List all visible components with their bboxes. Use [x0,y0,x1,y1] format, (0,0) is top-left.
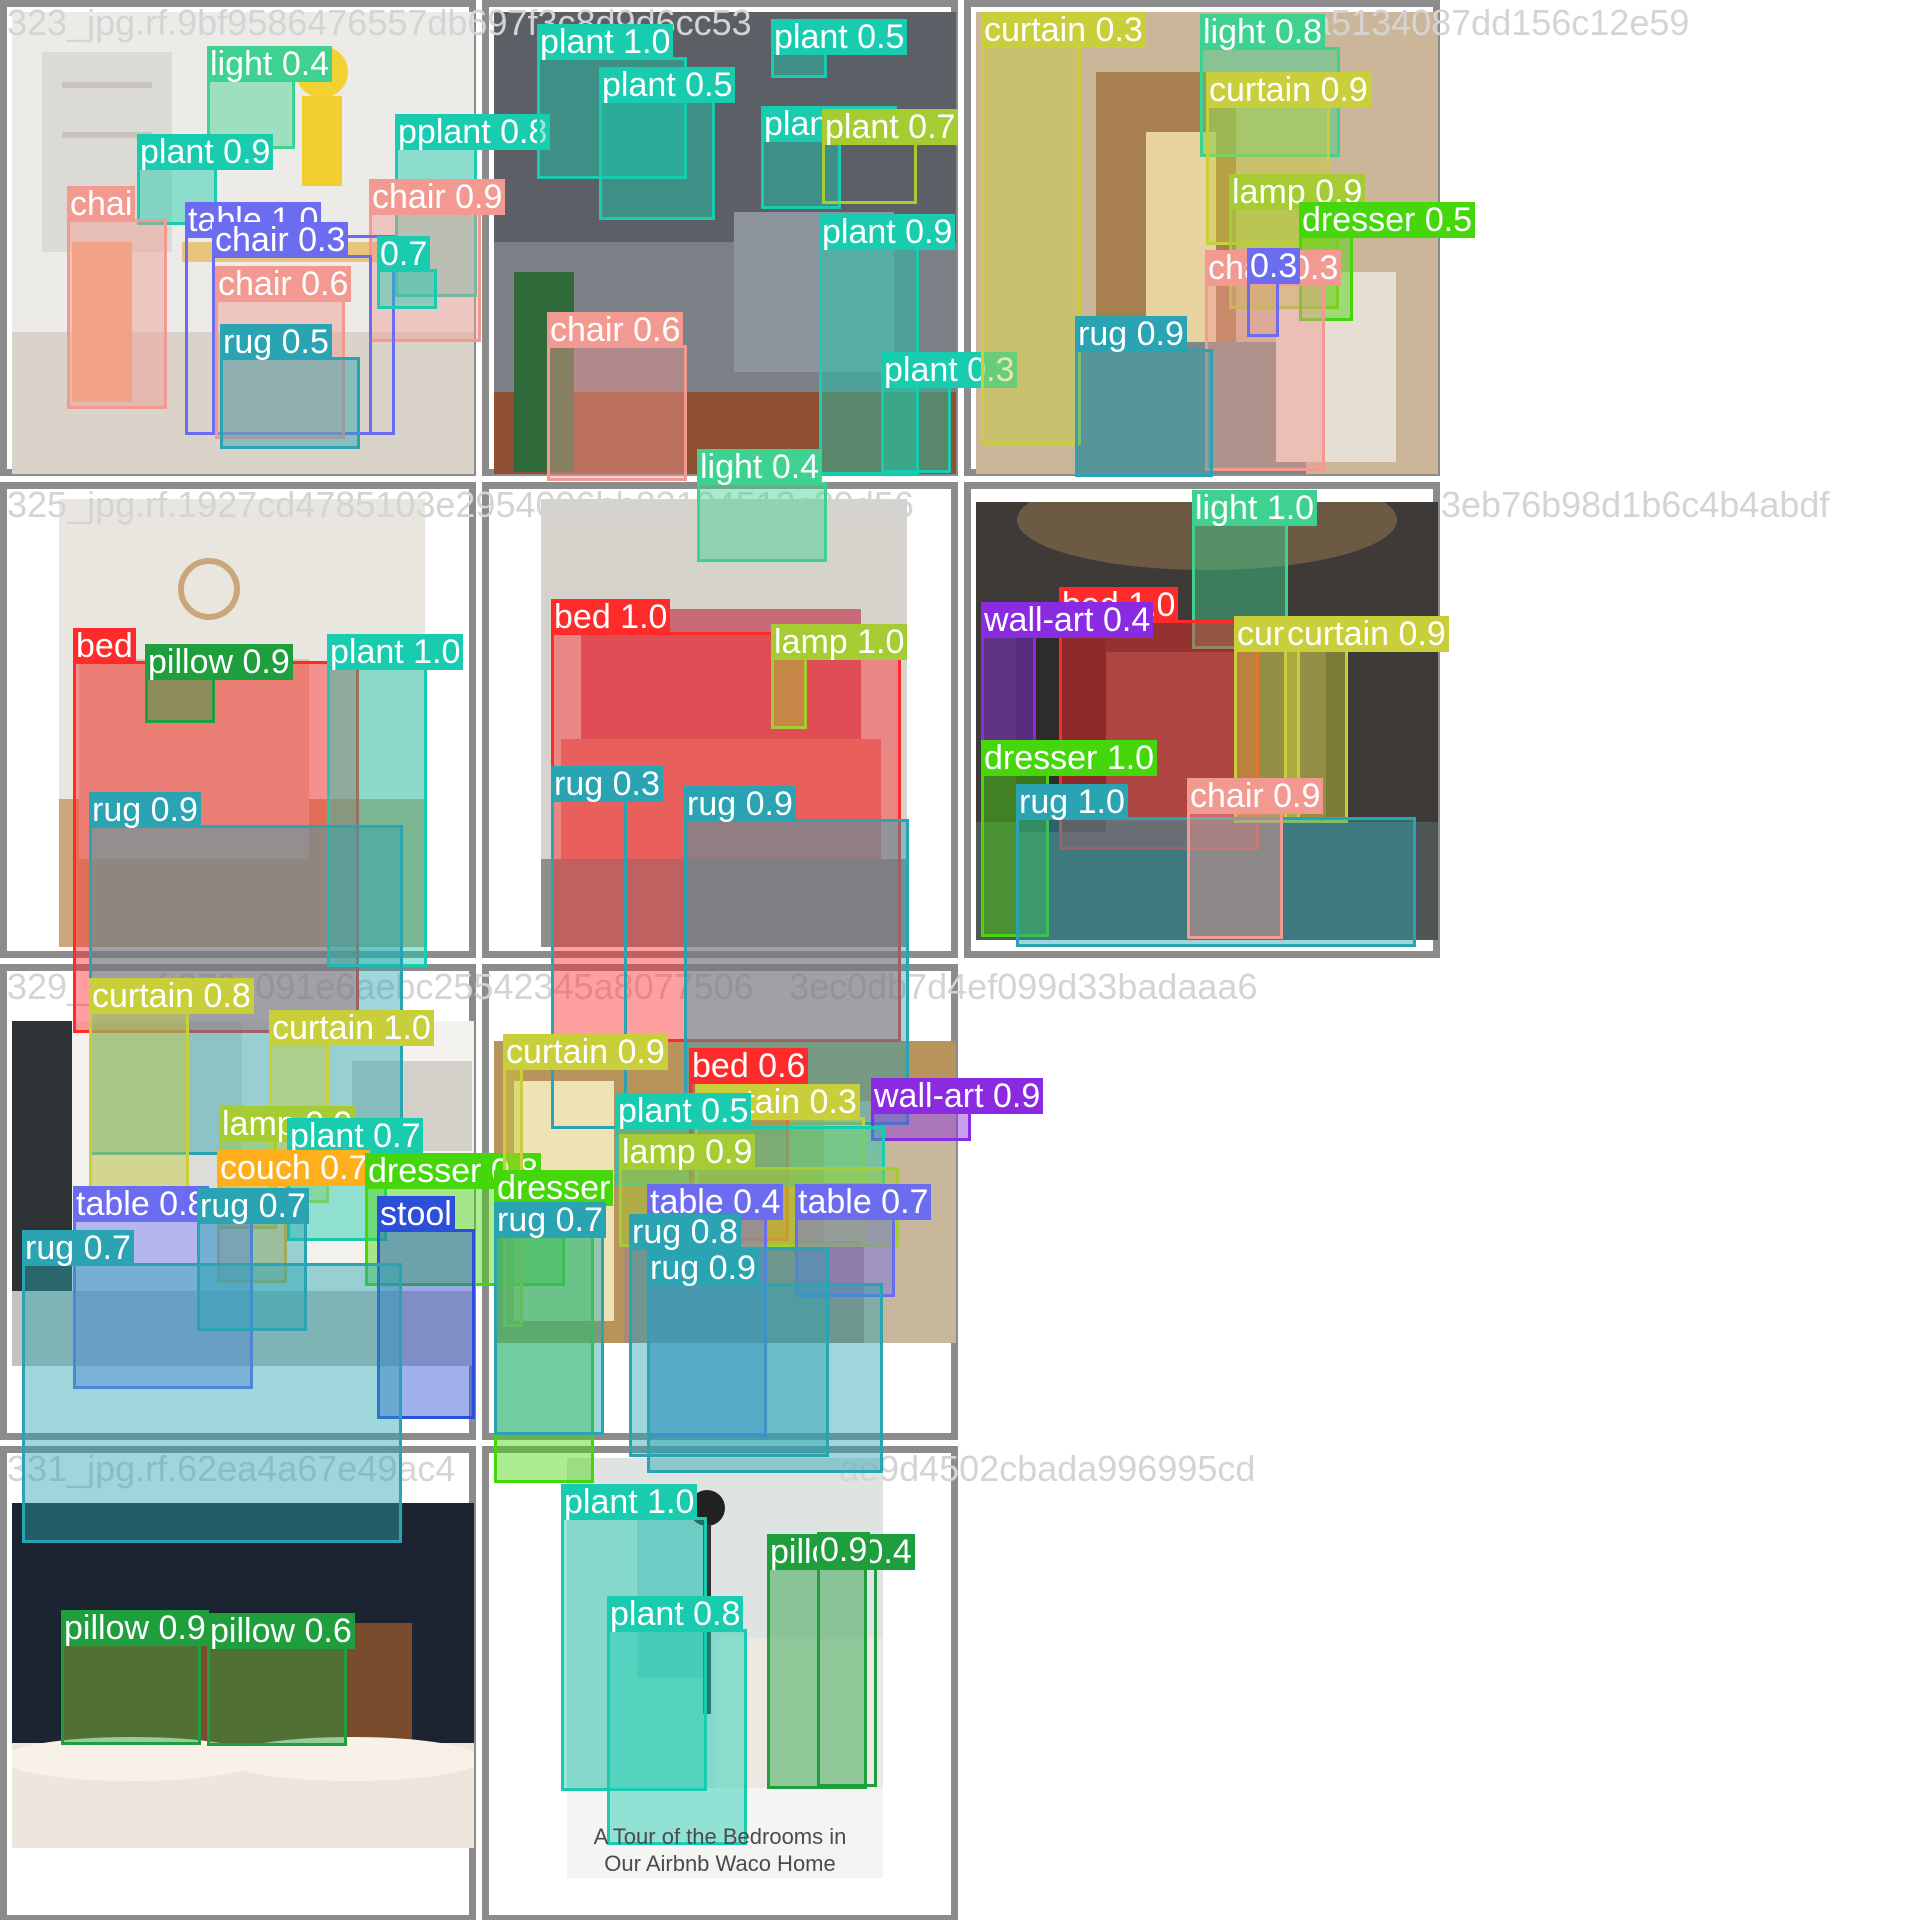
detection-box-chair: chair 0.6 [547,312,687,481]
detection-box-pillow: pillow 0.9 [145,644,293,723]
detection-label: lamp 1.0 [771,624,908,660]
detection-label: curtain 1.0 [269,1010,434,1046]
detection-box-table: chair 0.3 [212,222,372,435]
detection-label: curtain 0.9 [1284,616,1449,652]
detection-label: plant 1.0 [537,24,674,60]
detection-label: lamp 0.9 [619,1134,756,1170]
detection-label: light 0.8 [1200,14,1326,50]
detection-label: plant 0.8 [607,1596,744,1632]
detection-label: light 0.4 [207,46,333,82]
detection-label: bed [73,628,136,664]
detection-label: 0.9 [817,1532,871,1568]
detection-label: table 1.0 [185,202,322,238]
detection-box-rug: rug 0.7 [494,1202,606,1435]
detection-box-plant: 0.7 [377,236,437,309]
image-filename: ae9d4502cbada996995cd [839,1448,1256,1489]
detection-box-rug: rug 0.5 [220,324,360,449]
detection-box-rug: rug 0.3 [551,766,663,1129]
detection-label: pillow 0.6 [207,1613,355,1649]
detection-box-chair: chai [67,186,167,409]
pin-caption-line: A Tour of the Bedrooms in [593,1824,847,1849]
detection-label: rug 0.9 [647,1250,759,1286]
detection-label: wall-art 0.9 [871,1078,1044,1114]
detection-label: curtain 0.9 [1206,72,1371,108]
detection-label: rug 0.7 [197,1188,309,1224]
detection-label: rug 0.9 [684,786,796,822]
detection-label: light 0.4 [697,449,823,485]
detection-label: plant 0.5 [615,1093,752,1129]
detection-box-pillow: pillow 0.9 [61,1610,209,1745]
detection-label: table 0.8 [73,1186,210,1222]
result-tile: A Tour of the Bedrooms in Our Airbnb Waco… [482,1446,1255,1920]
detection-box-rug: rug 0.9 [647,1250,883,1473]
detection-label: wall-art 0.4 [981,602,1154,638]
detection-box-table: 0.3 [1247,248,1301,337]
detection-label: dresser 1.0 [981,740,1158,776]
result-tile: a5134087dd156c12e59 curtain 0.3 light 0.8 c… [964,0,1689,477]
detection-box-rug: rug 0.7 [22,1230,402,1543]
result-tile: bed 1.0 lamp 1.0 rug 0.3 rug 0.9 [482,482,958,1129]
detection-label: table 0.7 [795,1184,932,1220]
detection-box-rug: rug 0.9 [1075,316,1213,477]
detection-label: chair 0.6 [215,266,352,302]
detection-box-pillow: 0.9 [817,1532,877,1787]
detection-label: bed 1.0 [551,599,671,635]
pin-caption-line: Our Airbnb Waco Home [604,1851,836,1876]
detection-label: chai [67,186,136,222]
detection-label: rug 0.7 [494,1202,606,1238]
detection-label: curtain 0.8 [89,978,254,1014]
result-tile: 325_jpg.rf.1927cd4785103e2954096bb831945… [0,482,914,1155]
detection-label: plant 1.0 [561,1484,698,1520]
detection-box-lamp: lamp 1.0 [771,624,908,729]
detection-label: plant 0.9 [819,214,956,250]
detection-label: plant 1.0 [327,634,464,670]
detection-label: 0.7 [377,236,431,272]
detection-label: chair 0.9 [369,179,506,215]
detection-label: rug 0.7 [22,1230,134,1266]
detection-box-plant: plant 0.8 [607,1596,747,1845]
detection-label: bed 0.6 [689,1048,809,1084]
detection-box-chair: chair 0.9 [1187,778,1324,939]
detection-label: curtain 0.9 [503,1034,668,1070]
detection-label: rug 0.8 [629,1214,741,1250]
detection-label: plant 0.7 [822,109,959,145]
image-filename: 3eb76b98d1b6c4b4abdf [1441,484,1830,525]
result-tile: plant 1.0 plant 0.5 plant 0.5 plant 0.3 plan… [482,0,1018,562]
detection-label: chair 0.6 [547,312,684,348]
detection-box-plant: plant 0.5 [771,19,908,78]
detection-label: dresser 0.5 [1299,202,1476,238]
detection-label: rug 0.9 [89,792,201,828]
detection-box-lamp: plant 0.7 [822,109,959,204]
detection-label: plant 0.5 [771,19,908,55]
detection-label: dresser [494,1170,614,1206]
detection-label: chair 0.3 [212,222,349,258]
detection-label: pillow 0.9 [61,1610,209,1646]
result-tile: 323_jpg.rf.9bf95864765​57db697f3c8d9d6cc… [0,0,752,476]
detection-box-wall-art: wall-art 0.9 [871,1078,1044,1141]
detection-box-curtain: curtain 0.3 [981,12,1146,445]
detection-label: rug 0.3 [551,766,663,802]
detection-label: chair 0.9 [1187,778,1324,814]
detection-label: pplant 0.8 [395,114,551,150]
detection-box-plant: plant 0.3 [881,352,1018,473]
detection-label: rug 1.0 [1016,784,1128,820]
detection-box-light: light 0.4 [697,449,827,562]
detection-label: stool [377,1196,455,1232]
detection-box-plant: plant 0.5 [599,67,736,220]
detection-box-curtain: curtain 0.8 [89,978,254,1211]
detection-label: plant 0.5 [599,67,736,103]
detection-label: plant 0.9 [137,134,274,170]
detection-label: rug 0.9 [1075,316,1187,352]
detection-label: plant 0.7 [287,1118,424,1154]
detection-label: light 1.0 [1192,490,1318,526]
detection-label: 0.3 [1247,248,1301,284]
detection-label: rug 0.5 [220,324,332,360]
detection-label: curtain 0.3 [981,12,1146,48]
detection-box-pillow: pillow 0.6 [207,1613,355,1746]
detection-label: couch 0.7 [217,1150,371,1186]
detection-label: pillow 0.9 [145,644,293,680]
